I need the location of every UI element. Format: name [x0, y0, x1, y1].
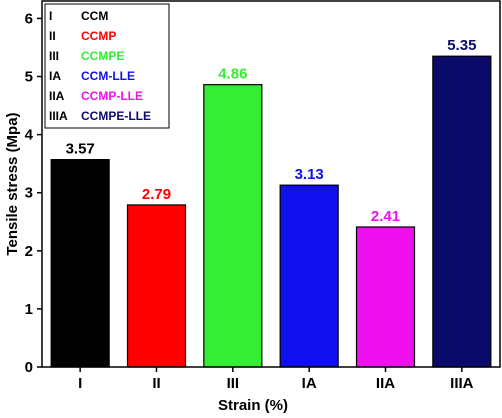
legend-code: I	[49, 9, 52, 23]
legend-label: CCMP-LLE	[81, 89, 143, 103]
plot-frame	[41, 0, 501, 368]
bar	[355, 226, 416, 368]
y-tick-label: 2	[25, 243, 33, 260]
bar	[432, 55, 492, 368]
bar	[126, 204, 187, 368]
value-label: 2.79	[142, 186, 171, 203]
legend-box	[44, 3, 170, 129]
value-label: 3.13	[295, 166, 324, 183]
legend-label: CCM	[81, 9, 108, 23]
x-tick-label: IIA	[376, 375, 395, 392]
x-tick-label: IA	[302, 375, 317, 392]
value-label: 3.57	[66, 141, 95, 158]
legend-label: CCMP	[81, 29, 116, 43]
value-label: 2.41	[371, 208, 400, 225]
y-tick-label: 4	[25, 127, 34, 144]
bar	[279, 184, 339, 368]
x-tick-label: II	[152, 375, 160, 392]
y-axis-title: Tensile stress (Mpa)	[4, 112, 21, 255]
value-label: 5.35	[447, 37, 476, 54]
legend-label: CCMPE	[81, 49, 124, 63]
y-tick-label: 3	[25, 185, 33, 202]
x-tick-label: III	[227, 375, 240, 392]
y-tick-label: 5	[25, 68, 33, 85]
bar	[203, 84, 263, 368]
legend-code: IIA	[49, 89, 65, 103]
legend-code: II	[49, 29, 56, 43]
y-tick-label: 0	[25, 359, 33, 376]
y-tick-label: 1	[25, 301, 33, 318]
x-tick-label: IIIA	[450, 375, 474, 392]
y-tick-label: 6	[25, 10, 33, 27]
legend-label: CCMPE-LLE	[81, 109, 151, 123]
value-label: 4.86	[218, 66, 247, 83]
x-tick-label: I	[78, 375, 82, 392]
bar	[50, 159, 110, 368]
legend-code: IA	[49, 69, 61, 83]
legend-code: III	[49, 49, 59, 63]
x-axis-title: Strain (%)	[218, 397, 288, 414]
legend-label: CCM-LLE	[81, 69, 135, 83]
legend-code: IIIA	[49, 109, 68, 123]
